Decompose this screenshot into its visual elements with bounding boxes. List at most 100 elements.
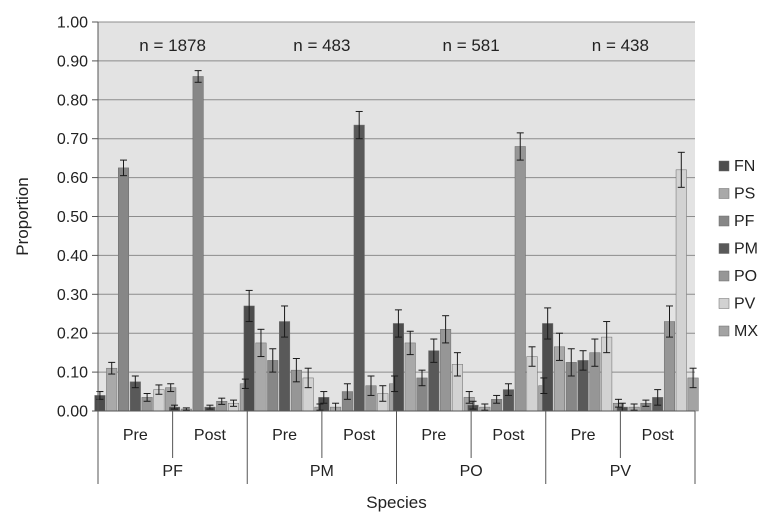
legend-label: PV: [734, 296, 756, 313]
error-bar: [108, 361, 116, 375]
error-bar: [453, 352, 461, 377]
legend-item-po: PO: [718, 268, 757, 285]
legend-swatch: [718, 325, 730, 337]
legend-swatch: [718, 188, 730, 199]
y-tick-label: 0.90: [57, 53, 88, 70]
x-group-label: PO: [460, 463, 483, 480]
error-bar: [320, 391, 328, 404]
legend-swatch: [718, 160, 730, 172]
legend-swatch: [718, 243, 730, 254]
error-bar: [143, 392, 151, 402]
error-bar: [493, 394, 501, 404]
x-subgroup-label: Pre: [421, 427, 446, 444]
bar-pf-pf-post: [192, 76, 204, 412]
error-bar: [642, 399, 650, 407]
bar-po-po-post: [514, 146, 526, 412]
y-tick-label: 0.80: [57, 92, 88, 109]
error-bar: [230, 399, 238, 407]
error-bar: [391, 375, 399, 393]
y-tick-label: 0.30: [57, 287, 88, 304]
x-subgroup-label: Post: [642, 427, 675, 444]
error-bar: [304, 367, 312, 389]
y-tick-label: 0.40: [57, 248, 88, 265]
x-subgroup-label: Pre: [123, 427, 148, 444]
error-bar: [567, 348, 575, 377]
error-bar: [579, 350, 587, 371]
error-bar: [544, 307, 552, 340]
x-subgroup-label: Pre: [272, 427, 297, 444]
error-bar: [630, 403, 638, 411]
error-bar: [343, 383, 351, 400]
y-tick-label: 0.10: [57, 365, 88, 382]
error-bar: [292, 357, 300, 383]
error-bar: [194, 70, 202, 83]
legend-item-pm: PM: [718, 241, 758, 258]
bar-pm-pm-post: [353, 124, 365, 412]
error-bar: [603, 321, 611, 354]
error-bar: [269, 348, 277, 373]
error-bar: [689, 367, 697, 389]
legend-label: MX: [734, 323, 758, 340]
error-bar: [516, 132, 524, 161]
error-bar: [540, 377, 548, 394]
legend-swatch: [718, 270, 730, 282]
error-bar: [241, 378, 249, 389]
legend-label: PS: [734, 186, 755, 203]
error-bar: [614, 398, 622, 408]
error-bar: [406, 330, 414, 356]
error-bar: [355, 110, 363, 140]
legend-item-ps: PS: [718, 186, 755, 203]
y-axis: 0.00 0.10 0.20 0.30 0.40 0.50 0.60 0.70 0.80 0.90…: [57, 15, 99, 421]
legend: FN PS PF PM PO PV MX: [718, 158, 758, 340]
error-bar: [218, 397, 226, 405]
legend-item-pf: PF: [718, 213, 755, 230]
legend-label: PM: [734, 241, 758, 258]
legend-label: FN: [734, 158, 755, 175]
error-bar: [206, 404, 214, 410]
error-bar: [677, 151, 685, 188]
error-bar: [555, 332, 563, 361]
error-bar: [245, 289, 253, 323]
x-subgroup-label: Post: [492, 427, 525, 444]
error-bar: [469, 400, 477, 410]
bar-pf-pf-pre: [118, 167, 130, 412]
x-group-label: PF: [162, 463, 183, 480]
x-axis-title: Species: [366, 493, 426, 512]
y-tick-label: 0.50: [57, 209, 88, 226]
sample-size-label: n = 438: [592, 36, 649, 55]
sample-size-label: n = 483: [293, 36, 350, 55]
y-tick-label: 0.00: [57, 404, 88, 421]
legend-swatch: [718, 298, 730, 309]
x-subgroup-label: Post: [194, 427, 227, 444]
y-tick-label: 0.20: [57, 326, 88, 343]
sample-size-label: n = 581: [443, 36, 500, 55]
x-subgroup-label: Post: [343, 427, 376, 444]
legend-item-fn: FN: [718, 158, 755, 175]
error-bar: [430, 338, 438, 363]
x-group-label: PV: [610, 463, 632, 480]
error-bar: [281, 305, 289, 338]
error-bar: [257, 328, 265, 358]
bar-ps-pf-pre: [106, 367, 118, 412]
y-axis-title: Proportion: [13, 177, 32, 255]
error-bar: [155, 384, 163, 395]
error-bar: [316, 403, 324, 411]
error-bar: [654, 389, 662, 406]
error-bar: [665, 305, 673, 338]
error-bar: [418, 369, 426, 387]
legend-item-pv: PV: [718, 296, 756, 313]
error-bar: [394, 309, 402, 338]
error-bar: [367, 375, 375, 396]
error-bar: [379, 385, 387, 402]
x-axis: Pre Post PF Pre Post PM Pre Post PO Pre Post PV: [97, 410, 696, 484]
legend-label: PF: [734, 213, 755, 230]
error-bar: [182, 407, 190, 411]
error-bar: [131, 375, 139, 389]
bars: [94, 76, 699, 412]
sample-size-annotations: n = 1878 n = 483 n = 581 n = 438: [139, 36, 649, 55]
x-subgroup-label: Pre: [571, 427, 596, 444]
legend-item-mx: MX: [718, 323, 758, 340]
error-bar: [481, 403, 489, 411]
error-bar: [465, 391, 473, 404]
